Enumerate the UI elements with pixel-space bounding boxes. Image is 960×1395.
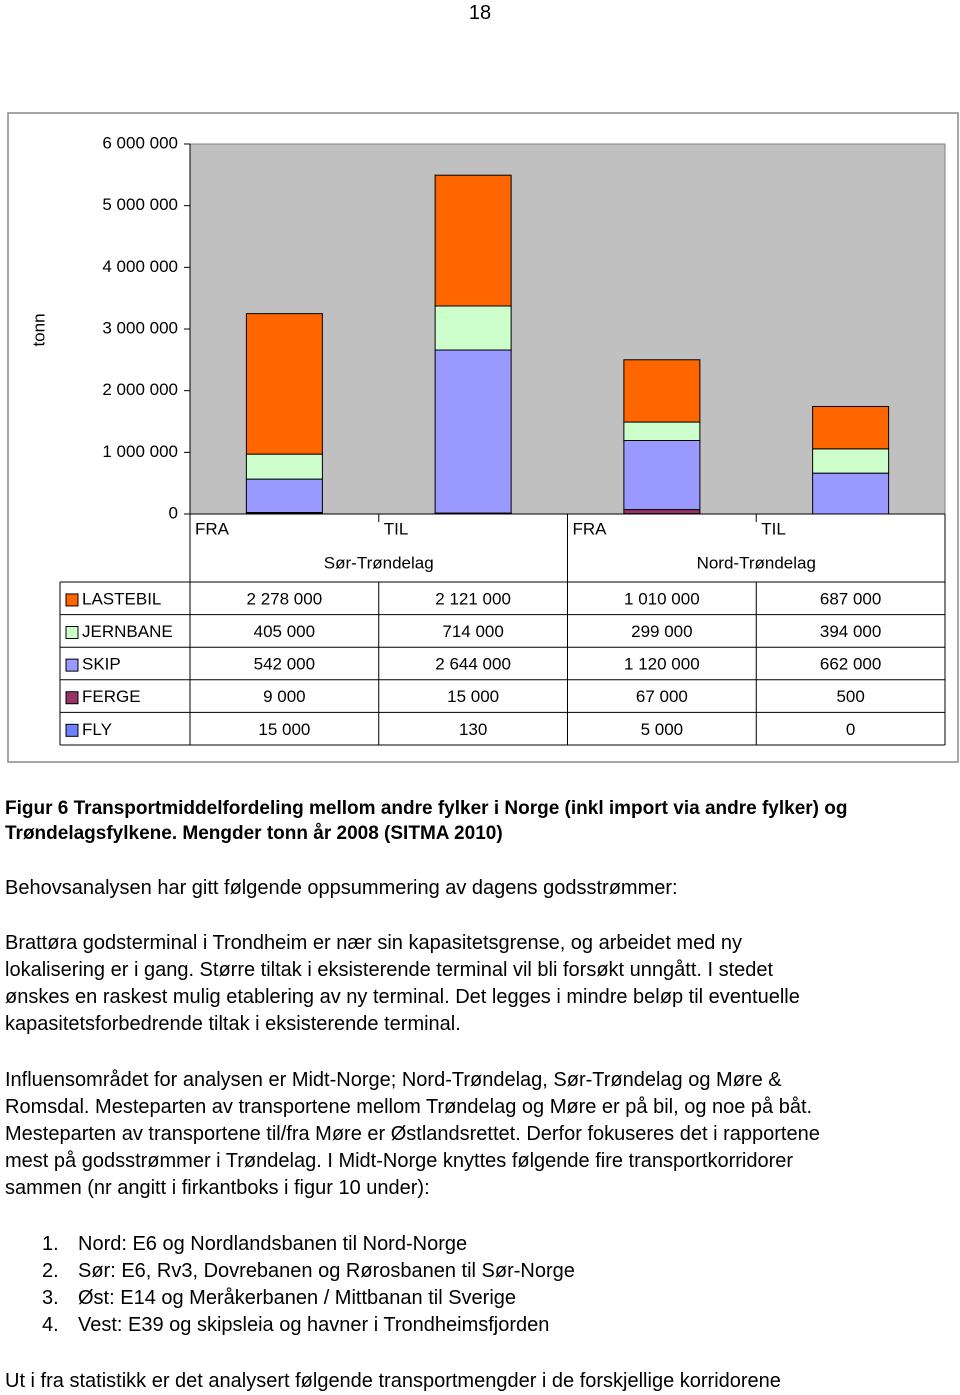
x-tick-label: TIL <box>384 519 409 538</box>
table-value: 1 010 000 <box>624 589 700 608</box>
y-tick-label: 0 <box>169 503 178 522</box>
bar-segment <box>245 478 323 514</box>
legend-label: JERNBANE <box>82 622 173 641</box>
bar-segment <box>434 349 512 514</box>
table-value: 67 000 <box>636 687 688 706</box>
text-line: Ut i fra statistikk er det analysert føl… <box>5 1370 781 1392</box>
group-label: Sør-Trøndelag <box>324 553 434 572</box>
text-line: lokalisering er i gang. Større tiltak i … <box>5 959 774 981</box>
table-value: 15 000 <box>447 687 499 706</box>
y-tick-label: 1 000 000 <box>102 442 178 461</box>
bar-segment <box>623 439 701 511</box>
bar-segment <box>623 359 701 423</box>
text-line: ønskes en raskest mulig etablering av ny… <box>5 986 800 1008</box>
text-line: 1. <box>42 1233 59 1255</box>
bar-segment <box>434 305 512 351</box>
bar-segment <box>812 472 890 515</box>
table-value: 714 000 <box>442 622 503 641</box>
group-label: Nord-Trøndelag <box>697 553 816 572</box>
text-line: sammen (nr angitt i firkantboks i figur … <box>5 1177 430 1199</box>
x-tick-label: FRA <box>195 519 230 538</box>
table-value: 9 000 <box>263 687 306 706</box>
text-line: Vest: E39 og skipsleia og havner i Trond… <box>78 1314 550 1336</box>
table-value: 500 <box>836 687 864 706</box>
text-line: 2. <box>42 1260 59 1282</box>
legend-label: LASTEBIL <box>82 589 161 608</box>
table-value: 2 644 000 <box>435 655 511 674</box>
legend-swatch <box>65 626 79 640</box>
legend-swatch <box>65 691 79 705</box>
table-value: 394 000 <box>820 622 881 641</box>
text-line: Figur 6 Transportmiddelfordeling mellom … <box>5 798 848 819</box>
bar-segment <box>623 509 701 515</box>
table-value: 299 000 <box>631 622 692 641</box>
table-value: 542 000 <box>254 655 315 674</box>
text-line: Nord: E6 og Nordlandsbanen til Nord-Norg… <box>78 1233 468 1255</box>
x-tick-label: FRA <box>573 519 608 538</box>
x-tick-label: TIL <box>761 519 786 538</box>
table-value: 687 000 <box>820 589 881 608</box>
y-tick-label: 4 000 000 <box>102 257 178 276</box>
text-line: Influensområdet for analysen er Midt-Nor… <box>5 1069 782 1091</box>
y-axis-label: tonn <box>29 313 48 346</box>
bar-segment <box>812 405 890 450</box>
bar-segment <box>245 453 323 480</box>
bar-segment <box>434 174 512 307</box>
legend-label: FLY <box>82 720 112 739</box>
table-value: 2 278 000 <box>247 589 323 608</box>
table-value: 662 000 <box>820 655 881 674</box>
table-value: 0 <box>846 720 855 739</box>
legend-label: FERGE <box>82 687 141 706</box>
table-value: 2 121 000 <box>435 589 511 608</box>
text-line: Behovsanalysen har gitt følgende oppsumm… <box>5 877 678 899</box>
text-line: Mesteparten av transportene til/fra Møre… <box>5 1123 820 1145</box>
legend-swatch <box>65 658 79 672</box>
text-line: Trøndelagsfylkene. Mengder tonn år 2008 … <box>5 823 503 844</box>
text-line: Brattøra godsterminal i Trondheim er nær… <box>5 932 743 954</box>
y-tick-label: 5 000 000 <box>102 195 178 214</box>
page-number: 18 <box>468 2 492 24</box>
table-value: 15 000 <box>258 720 310 739</box>
legend-swatch <box>65 593 79 607</box>
table-value: 1 120 000 <box>624 655 700 674</box>
text-line: Øst: E14 og Meråkerbanen / Mittbanan til… <box>78 1287 517 1309</box>
text-line: Romsdal. Mesteparten av transportene mel… <box>5 1096 813 1118</box>
table-value: 130 <box>459 720 487 739</box>
chart: tonn 0 1 000 000 2 000 000 3 000 000 4 000 0… <box>7 112 959 763</box>
text-line: mest på godsstrømmer i Trøndelag. I Midt… <box>5 1150 794 1172</box>
bar-segment <box>623 421 701 441</box>
y-tick-label: 6 000 000 <box>102 133 178 152</box>
table-value: 5 000 <box>641 720 684 739</box>
legend-label: SKIP <box>82 655 121 674</box>
legend-swatch <box>65 723 79 737</box>
bar-segment <box>245 313 323 455</box>
text-line: Sør: E6, Rv3, Dovrebanen og Rørosbanen t… <box>78 1260 575 1282</box>
text-line: 3. <box>42 1287 59 1309</box>
text-line: 4. <box>42 1314 59 1336</box>
bar-segment <box>812 448 890 474</box>
y-tick-label: 3 000 000 <box>102 318 178 337</box>
table-value: 405 000 <box>254 622 315 641</box>
y-tick-label: 2 000 000 <box>102 380 178 399</box>
text-line: kapasitetsforbedrende tiltak i eksistere… <box>5 1013 461 1035</box>
